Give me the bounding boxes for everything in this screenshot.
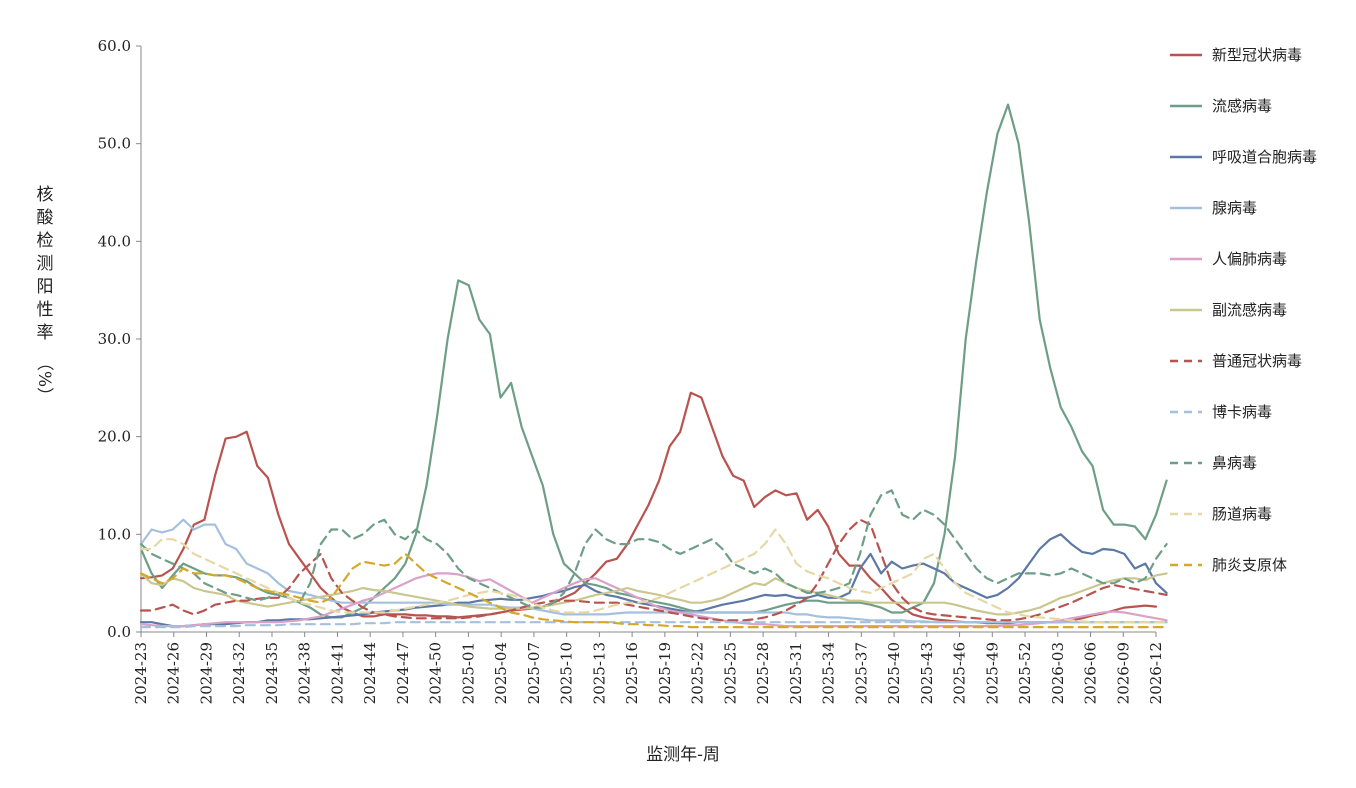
legend-label: 肠道病毒 xyxy=(1212,505,1272,523)
x-tick-label: 2026-06 xyxy=(1082,642,1100,704)
x-tick-label: 2026-12 xyxy=(1147,642,1165,704)
series-line-8 xyxy=(139,621,1168,629)
y-title-char: 测 xyxy=(37,254,54,274)
x-tick-label: 2025-40 xyxy=(885,642,903,704)
x-tick-label: 2025-01 xyxy=(459,642,477,704)
x-tick-label: 2024-44 xyxy=(361,642,379,704)
x-tick-label: 2025-43 xyxy=(918,642,936,704)
series-line-10 xyxy=(139,528,1168,624)
series-lines xyxy=(139,103,1168,629)
x-tick-label: 2025-31 xyxy=(787,642,805,704)
legend: 新型冠状病毒流感病毒呼吸道合胞病毒腺病毒人偏肺病毒副流感病毒普通冠状病毒博卡病毒… xyxy=(1170,46,1317,574)
x-axis: 2024-23 2024-26 2024-29 2024-32 2024-35 2024-… xyxy=(132,631,1165,704)
legend-label: 普通冠状病毒 xyxy=(1212,352,1302,370)
x-tick-label: 2024-23 xyxy=(132,642,150,704)
y-tick-label: 20.0 xyxy=(98,428,131,446)
y-title-char: 阳 xyxy=(37,277,54,297)
legend-label: 人偏肺病毒 xyxy=(1212,250,1287,268)
x-tick-label: 2024-35 xyxy=(263,642,281,704)
legend-label: 鼻病毒 xyxy=(1212,454,1257,472)
x-tick-label: 2024-41 xyxy=(328,642,346,704)
legend-label: 新型冠状病毒 xyxy=(1212,46,1302,64)
legend-label: 博卡病毒 xyxy=(1212,403,1272,421)
x-tick-label: 2025-49 xyxy=(983,642,1001,704)
x-tick-label: 2026-03 xyxy=(1049,642,1067,704)
series-line-9 xyxy=(139,489,1168,609)
y-title-char: 性 xyxy=(37,300,54,320)
y-title-char: 核 xyxy=(37,185,54,205)
x-tick-label: 2025-22 xyxy=(689,642,707,704)
x-tick-label: 2025-34 xyxy=(820,642,838,704)
x-tick-label: 2025-16 xyxy=(623,642,641,704)
x-tick-label: 2024-32 xyxy=(230,642,248,704)
y-title-unit: （%） xyxy=(34,354,54,404)
legend-label: 腺病毒 xyxy=(1212,199,1257,217)
series-line-7 xyxy=(139,518,1168,622)
y-tick-label: 40.0 xyxy=(98,232,131,250)
series-line-11 xyxy=(139,552,1168,629)
y-title-char: 检 xyxy=(37,231,54,251)
x-tick-label: 2025-04 xyxy=(492,642,510,704)
y-title-char: 率 xyxy=(37,323,54,343)
x-tick-label: 2025-28 xyxy=(754,642,772,704)
y-tick-label: 60.0 xyxy=(98,37,131,55)
x-tick-label: 2025-19 xyxy=(656,642,674,704)
legend-label: 呼吸道合胞病毒 xyxy=(1212,148,1317,166)
x-tick-label: 2024-50 xyxy=(427,642,445,704)
x-tick-label: 2025-52 xyxy=(1016,642,1034,704)
x-tick-label: 2025-25 xyxy=(721,642,739,704)
x-axis-title: 监测年-周 xyxy=(646,745,720,765)
y-tick-label: 30.0 xyxy=(98,330,131,348)
legend-label: 肺炎支原体 xyxy=(1212,556,1287,574)
y-axis: 0.0 10.0 20.0 30.0 40.0 50.0 60.0 xyxy=(98,37,142,641)
y-tick-label: 50.0 xyxy=(98,135,131,153)
y-tick-label: 0.0 xyxy=(107,623,131,641)
legend-label: 流感病毒 xyxy=(1212,97,1272,115)
x-tick-label: 2025-46 xyxy=(951,642,969,704)
x-tick-label: 2024-26 xyxy=(165,642,183,704)
y-title-char: 酸 xyxy=(37,208,54,228)
x-tick-label: 2024-47 xyxy=(394,642,412,704)
series-line-1 xyxy=(139,391,1158,625)
series-line-4 xyxy=(139,518,1168,624)
series-line-2 xyxy=(139,103,1168,619)
x-tick-label: 2025-07 xyxy=(525,642,543,704)
series-line-6 xyxy=(139,572,1168,616)
legend-label: 副流感病毒 xyxy=(1212,301,1287,319)
y-tick-label: 10.0 xyxy=(98,525,131,543)
x-tick-label: 2025-10 xyxy=(558,642,576,704)
x-tick-label: 2025-13 xyxy=(590,642,608,704)
x-tick-label: 2026-09 xyxy=(1114,642,1132,704)
x-tick-label: 2024-38 xyxy=(296,642,314,704)
x-tick-label: 2024-29 xyxy=(197,642,215,704)
x-tick-label: 2025-37 xyxy=(852,642,870,704)
